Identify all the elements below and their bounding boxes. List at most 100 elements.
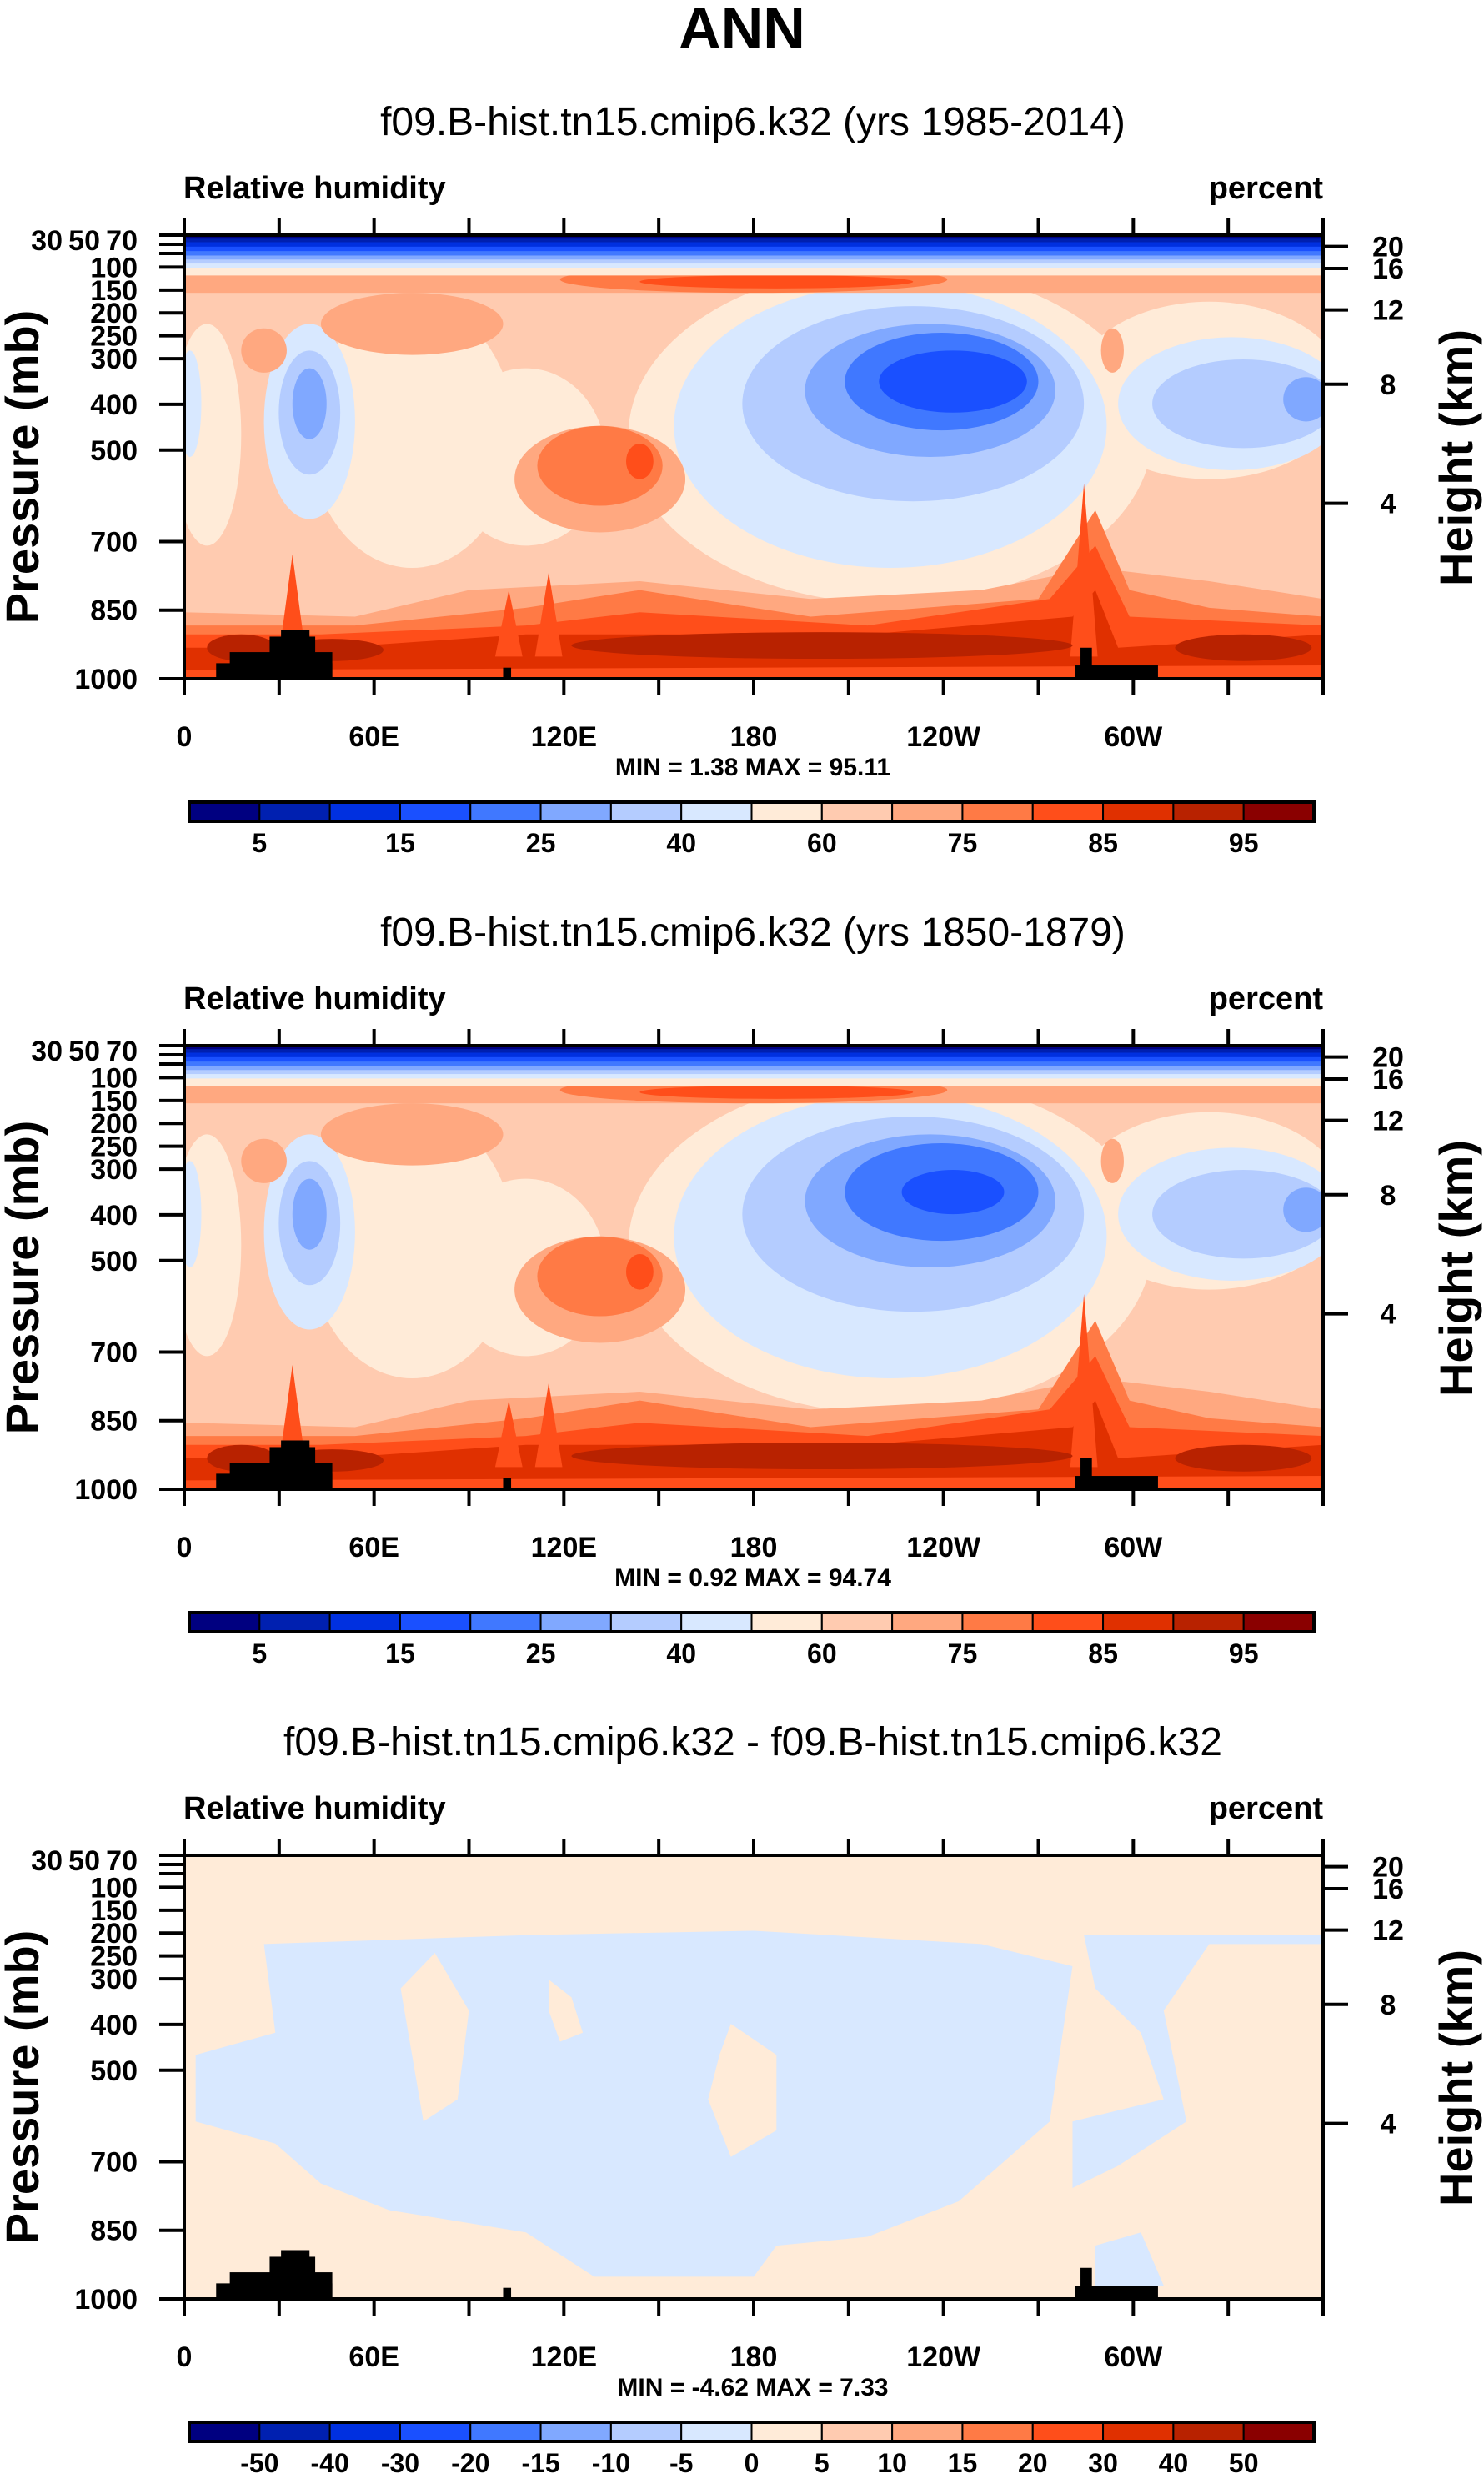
- colorbar-label: 5: [252, 828, 267, 858]
- pressure-tick-label: 100: [90, 1872, 138, 1904]
- pressure-tick-label: 1000: [74, 664, 138, 695]
- pressure-tick-label: 700: [90, 1337, 138, 1368]
- pressure-tick-label: 700: [90, 2146, 138, 2178]
- contour-band: [184, 255, 1323, 260]
- colorbar-box: [891, 2421, 964, 2442]
- colorbar-box: [1172, 2421, 1245, 2442]
- colorbar-box: [961, 2421, 1034, 2442]
- colorbar-box: [399, 1612, 472, 1633]
- colorbar-box: [1102, 2421, 1175, 2442]
- colorbar-label: 50: [1229, 2448, 1259, 2478]
- panel-subtitle: f09.B-hist.tn15.cmip6.k32 - f09.B-hist.t…: [283, 1720, 1222, 1764]
- colorbar-box: [680, 2421, 753, 2442]
- pressure-tick-label: 30: [31, 225, 63, 257]
- contour-region: [184, 1161, 202, 1267]
- pressure-tick-label: 400: [90, 389, 138, 421]
- topography-mask: [503, 2287, 512, 2299]
- colorbar-label: 10: [877, 2448, 907, 2478]
- topography-mask: [281, 630, 310, 679]
- colorbar-box: [328, 801, 401, 822]
- height-tick-label: 8: [1381, 1180, 1396, 1212]
- topography-mask: [281, 1440, 310, 1489]
- colorbar-box: [750, 2421, 823, 2442]
- colorbar-box: [820, 2421, 894, 2442]
- colorbar-box: [469, 1612, 542, 1633]
- colorbar-box: [1102, 801, 1175, 822]
- pressure-tick-label: 70: [106, 1845, 138, 1877]
- panel-1: f09.B-hist.tn15.cmip6.k32 (yrs 1985-2014…: [0, 100, 1482, 858]
- pressure-tick-label: 30: [31, 1036, 63, 1067]
- contour-band: [184, 268, 1323, 276]
- x-tick-label: 120E: [531, 1532, 597, 1563]
- x-tick-label: 120E: [531, 721, 597, 753]
- colorbar-box: [539, 2421, 612, 2442]
- contour-plot: [184, 235, 1323, 679]
- contour-plot: [184, 1046, 1323, 1489]
- variable-label: Relative humidity: [183, 981, 446, 1016]
- panel-subtitle: f09.B-hist.tn15.cmip6.k32 (yrs 1985-2014…: [380, 100, 1126, 144]
- units-label: percent: [1209, 171, 1324, 206]
- x-tick-label: 60W: [1104, 2341, 1163, 2373]
- pressure-tick-label: 200: [90, 1918, 138, 1950]
- contour-region: [241, 1138, 287, 1183]
- pressure-tick-label: 200: [90, 298, 138, 329]
- height-tick-label: 4: [1381, 2109, 1396, 2140]
- x-tick-label: 180: [730, 2341, 778, 2373]
- pressure-tick-label: 100: [90, 252, 138, 284]
- x-tick-label: 60E: [348, 1532, 399, 1563]
- x-tick-label: 0: [177, 721, 193, 753]
- colorbar-box: [1031, 2421, 1105, 2442]
- height-tick-label: 16: [1372, 1874, 1404, 1905]
- colorbar-label: 25: [526, 1638, 556, 1669]
- contour-region: [534, 1383, 563, 1468]
- colorbar-box: [961, 1612, 1034, 1633]
- colorbar-box: [1242, 2421, 1315, 2442]
- colorbar-box: [399, 801, 472, 822]
- colorbar-box: [750, 801, 823, 822]
- colorbar-frame: [188, 800, 1316, 823]
- height-tick-label: 4: [1381, 489, 1396, 520]
- colorbar-box: [188, 801, 261, 822]
- panel-3: f09.B-hist.tn15.cmip6.k32 - f09.B-hist.t…: [0, 1720, 1482, 2478]
- panel-2: f09.B-hist.tn15.cmip6.k32 (yrs 1850-1879…: [0, 911, 1482, 1669]
- min-max-stats: MIN = 1.38 MAX = 95.11: [615, 754, 890, 781]
- pressure-tick-label: 70: [106, 1036, 138, 1067]
- colorbar-box: [820, 801, 894, 822]
- topography-mask: [1080, 2267, 1092, 2299]
- colorbar-frame: [188, 1611, 1316, 1633]
- x-tick-label: 60E: [348, 721, 399, 753]
- diff-regions: [195, 1930, 1323, 2286]
- colorbar-box: [469, 2421, 542, 2442]
- contour-region: [1283, 1187, 1323, 1232]
- colorbar-label: -5: [669, 2448, 693, 2478]
- colorbar-label: 95: [1229, 1638, 1259, 1669]
- contour-region: [1070, 1293, 1098, 1468]
- contour-region: [292, 368, 327, 439]
- colorbar: -50 -40 -30 -20 -15 -10 -5 0 5 10 15 20 30 40 50: [188, 2421, 1316, 2478]
- y-axis-title-left: Pressure (mb): [0, 310, 48, 625]
- topography-mask: [315, 663, 333, 679]
- x-tick-label: 60W: [1104, 1532, 1163, 1563]
- colorbar-box: [258, 2421, 331, 2442]
- contour-region: [320, 293, 504, 355]
- colorbar-box: [539, 801, 612, 822]
- topography-mask: [315, 2283, 333, 2299]
- colorbar-label: 75: [948, 1638, 978, 1669]
- x-tick-label: 180: [730, 1532, 778, 1563]
- pressure-tick-label: 700: [90, 526, 138, 558]
- height-tick-label: 20: [1372, 1042, 1404, 1074]
- colorbar-box: [1172, 801, 1245, 822]
- contour-region: [184, 350, 202, 457]
- contour-region: [320, 1103, 504, 1166]
- contour-region: [879, 350, 1027, 413]
- pressure-tick-label: 1000: [74, 2284, 138, 2316]
- colorbar-label: -30: [381, 2448, 419, 2478]
- pressure-tick-label: 250: [90, 1941, 138, 1973]
- colorbar-label: -40: [311, 2448, 349, 2478]
- y-axis-title-right: Height (km): [1430, 1950, 1482, 2206]
- colorbar-label: 40: [1159, 2448, 1189, 2478]
- contour-region: [534, 572, 563, 657]
- colorbar-box: [1031, 801, 1105, 822]
- pressure-tick-label: 70: [106, 225, 138, 257]
- pressure-tick-label: 300: [90, 1964, 138, 1995]
